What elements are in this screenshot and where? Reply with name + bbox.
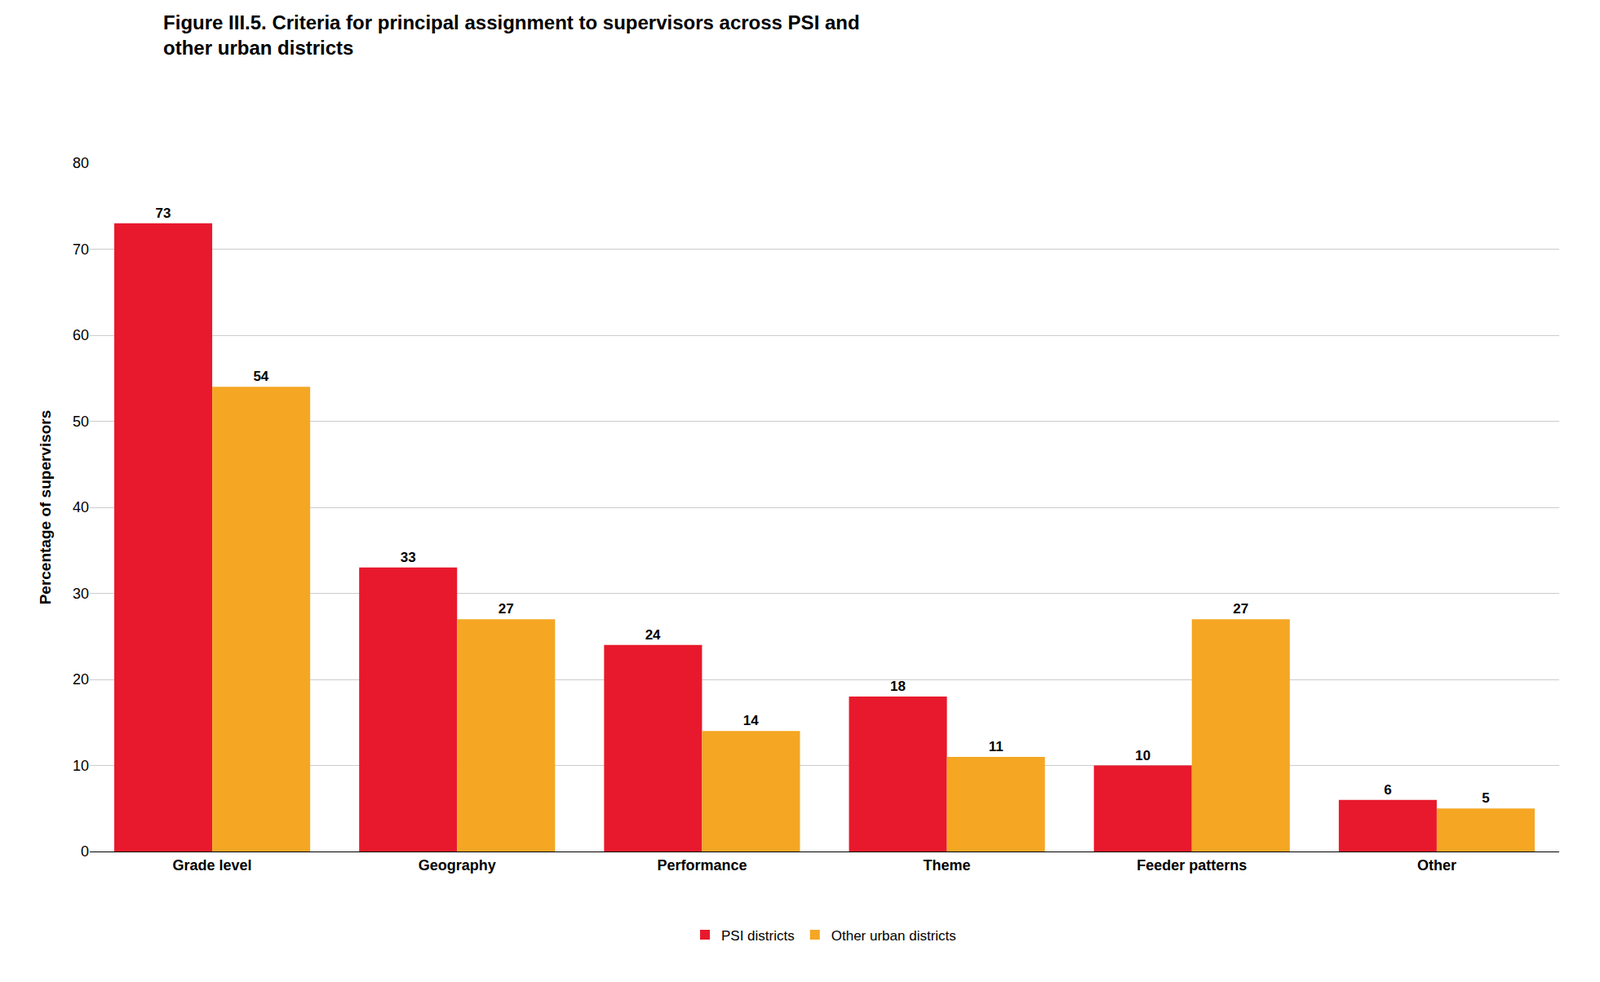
svg-text:54: 54 <box>252 368 269 385</box>
svg-text:Other: Other <box>1417 857 1457 874</box>
svg-text:Geography: Geography <box>418 857 497 874</box>
svg-text:27: 27 <box>498 601 515 617</box>
svg-text:10: 10 <box>72 757 89 775</box>
svg-text:80: 80 <box>72 155 89 172</box>
svg-text:Percentage of supervisors: Percentage of supervisors <box>36 410 54 606</box>
svg-text:Performance: Performance <box>656 857 747 874</box>
svg-text:6: 6 <box>1383 782 1392 798</box>
svg-text:18: 18 <box>890 678 906 695</box>
svg-text:33: 33 <box>400 549 417 566</box>
svg-text:Theme: Theme <box>923 857 971 874</box>
svg-text:50: 50 <box>72 413 89 430</box>
svg-text:20: 20 <box>72 671 89 688</box>
svg-text:5: 5 <box>1481 790 1490 807</box>
svg-text:Feeder patterns: Feeder patterns <box>1136 857 1247 874</box>
svg-text:0: 0 <box>80 843 89 860</box>
svg-text:24: 24 <box>645 627 661 643</box>
svg-text:40: 40 <box>72 499 89 516</box>
svg-text:10: 10 <box>1134 748 1151 764</box>
svg-text:27: 27 <box>1232 601 1249 617</box>
svg-text:60: 60 <box>72 327 89 344</box>
svg-text:Grade level: Grade level <box>172 857 253 874</box>
svg-text:14: 14 <box>743 713 759 729</box>
svg-text:PSI districts: PSI districts <box>721 928 795 945</box>
svg-text:11: 11 <box>988 739 1004 755</box>
svg-text:30: 30 <box>72 585 89 603</box>
svg-text:Figure III.5. Criteria for pri: Figure III.5. Criteria for principal ass… <box>163 11 860 59</box>
svg-text:Other urban districts: Other urban districts <box>831 928 957 945</box>
svg-text:73: 73 <box>155 205 172 222</box>
svg-text:70: 70 <box>72 241 89 258</box>
